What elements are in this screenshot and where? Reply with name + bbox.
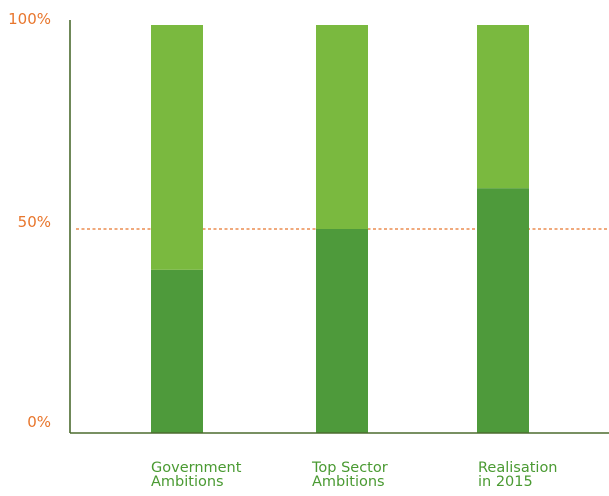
y-tick-label-50: 50% xyxy=(18,213,51,231)
bar-segment-lower-2 xyxy=(316,229,368,433)
bar-segment-upper-2 xyxy=(316,25,368,229)
category-label-2: Top Sector Ambitions xyxy=(311,460,388,490)
bar-segment-upper-3 xyxy=(477,25,529,189)
bar-segment-lower-3 xyxy=(477,188,529,433)
category-label-1: Government Ambitions xyxy=(151,460,242,490)
y-tick-label-0: 0% xyxy=(27,413,51,431)
y-tick-label-100: 100% xyxy=(8,10,51,28)
category-label-line: Government xyxy=(151,460,242,476)
category-label-line: Ambitions xyxy=(151,474,224,490)
category-label-3: Realisation in 2015 xyxy=(478,460,558,490)
category-label-line: Top Sector xyxy=(311,460,388,476)
bar-segment-upper-1 xyxy=(151,25,203,270)
category-label-line: Realisation xyxy=(478,460,558,476)
category-label-line: in 2015 xyxy=(478,474,533,490)
bar-segment-lower-1 xyxy=(151,269,203,433)
category-label-line: Ambitions xyxy=(312,474,385,490)
